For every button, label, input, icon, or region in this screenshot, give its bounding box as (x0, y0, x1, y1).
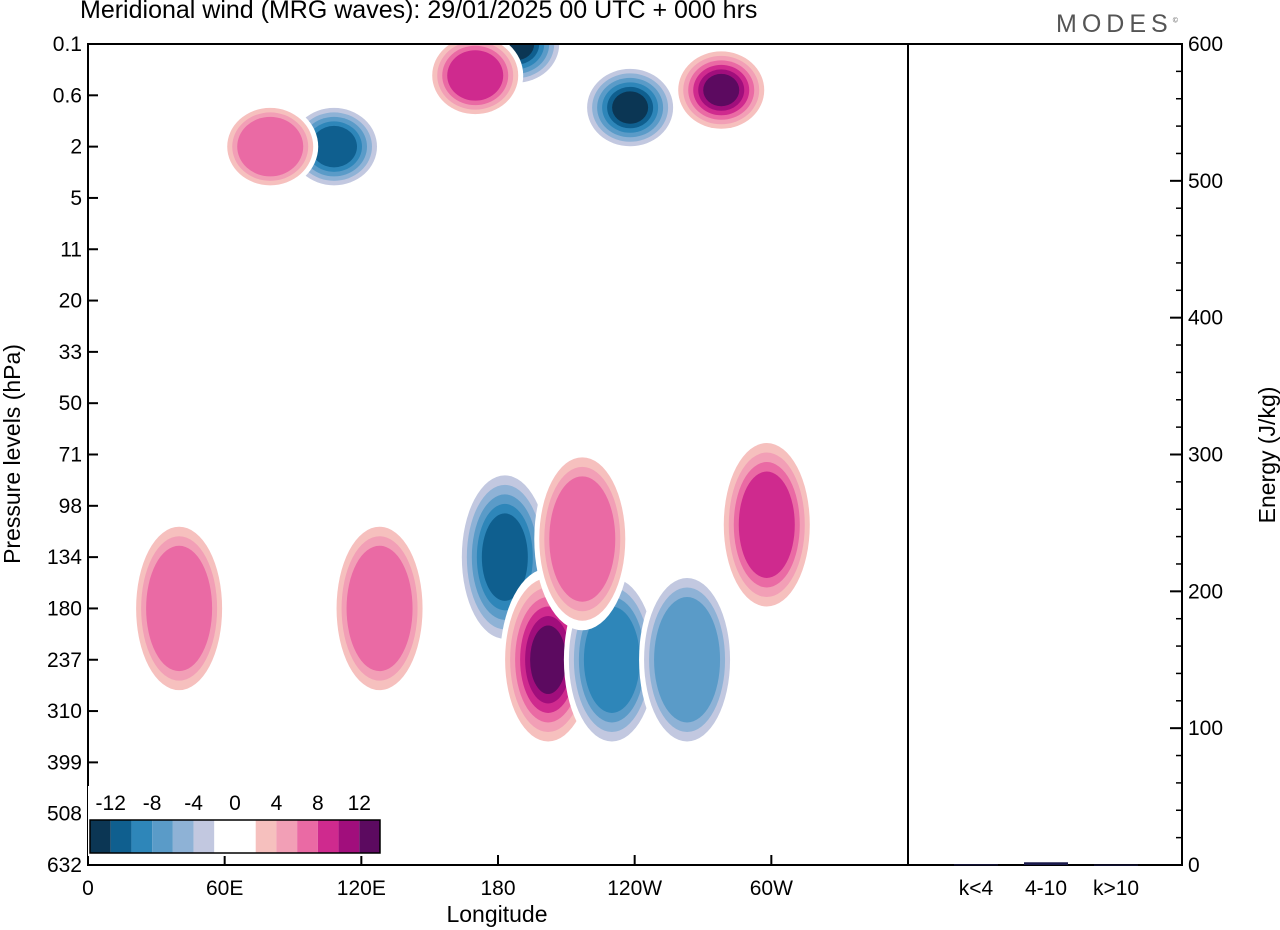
contour-field (131, 44, 815, 751)
y-tick-label: 310 (47, 700, 82, 723)
colorbar-label: -8 (143, 792, 162, 815)
y-tick-label: 2 (70, 136, 82, 159)
colorbar-label: 0 (229, 792, 241, 815)
x-tick-label: 60E (206, 877, 243, 900)
y-tick-label: 98 (59, 495, 82, 518)
colorbar-swatch (110, 820, 132, 853)
energy-bar (1024, 862, 1068, 865)
colorbar-swatch (193, 820, 215, 853)
bar-category-label: 4-10 (1025, 877, 1067, 900)
x-axis-title: Longitude (446, 901, 547, 927)
y-tick-label: 508 (47, 803, 82, 826)
logo-text: MODES (1056, 10, 1173, 38)
energy-tick-label: 0 (1188, 854, 1200, 877)
contour-blob (654, 597, 721, 723)
contour-blob (447, 50, 504, 101)
colorbar-label: 12 (348, 792, 371, 815)
x-tick-label: 60W (750, 877, 793, 900)
x-tick-label: 120E (337, 877, 386, 900)
colorbar-swatch (359, 820, 380, 853)
contour-blob (738, 471, 795, 578)
pressure-axis: 0.1 0.6 2 5 11 20 33 50 71 98 134 180 237 310 399 508 63… (47, 33, 98, 877)
y-tick-label: 632 (47, 854, 82, 877)
energy-tick-label: 600 (1188, 33, 1223, 56)
bar-panel-frame (907, 43, 1183, 866)
energy-tick-label: 100 (1188, 717, 1223, 740)
colorbar-swatch (131, 820, 153, 853)
contour-blob (583, 606, 640, 713)
x-tick-label: 180 (480, 877, 515, 900)
longitude-axis: 0 60E 120E 180 120W 60W (82, 855, 793, 900)
y-tick-label: 0.1 (53, 33, 82, 56)
contour-blob (311, 125, 357, 168)
colorbar-label: -4 (184, 792, 203, 815)
y-tick-label: 399 (47, 751, 82, 774)
colorbar: -12 -8 -4 0 4 8 12 (88, 786, 382, 856)
contour-blob (703, 73, 740, 107)
colorbar-swatch (276, 820, 298, 853)
bar-category-label: k>10 (1093, 877, 1139, 900)
energy-tick-label: 500 (1188, 170, 1223, 193)
energy-bars: k<4 4-10 k>10 (954, 862, 1139, 900)
right-axis-title: Energy (J/kg) (1254, 387, 1280, 524)
colorbar-swatch (255, 820, 277, 853)
colorbar-swatch (338, 820, 360, 853)
y-tick-label: 20 (59, 290, 82, 313)
energy-bar (1094, 864, 1138, 866)
contour-blob (612, 91, 649, 124)
y-tick-label: 0.6 (53, 84, 82, 107)
y-axis-title: Pressure levels (hPa) (0, 344, 25, 564)
x-tick-label: 0 (82, 877, 94, 900)
contour-blob (346, 545, 413, 672)
y-tick-label: 180 (47, 597, 82, 620)
y-tick-label: 11 (60, 238, 82, 261)
bar-category-label: k<4 (959, 877, 994, 900)
energy-bar (954, 864, 998, 866)
contour-blob (237, 116, 304, 177)
energy-axis: 0 100 200 300 400 500 600 (1170, 33, 1223, 877)
y-tick-label: 5 (70, 187, 82, 210)
colorbar-swatch (172, 820, 194, 853)
colorbar-swatch (317, 820, 339, 853)
y-tick-label: 50 (59, 392, 82, 415)
y-tick-label: 237 (47, 649, 82, 672)
energy-tick-label: 300 (1188, 444, 1223, 467)
modes-logo: MODES© (1056, 10, 1178, 38)
colorbar-label: 4 (271, 792, 283, 815)
colorbar-swatch (152, 820, 173, 853)
contour-blob (549, 476, 616, 602)
chart-title: Meridional wind (MRG waves): 29/01/2025 … (80, 0, 758, 24)
y-tick-label: 33 (59, 341, 82, 364)
colorbar-swatch (90, 820, 111, 853)
y-tick-label: 71 (59, 444, 82, 467)
y-tick-label: 134 (47, 546, 82, 569)
colorbar-swatch (214, 820, 235, 853)
energy-tick-label: 400 (1188, 307, 1223, 330)
contour-blob (530, 625, 567, 694)
contour-blob (481, 513, 528, 601)
contour-blob (146, 545, 213, 672)
energy-tick-label: 200 (1188, 580, 1223, 603)
colorbar-label: -12 (96, 792, 126, 815)
colorbar-swatch (297, 820, 318, 853)
colorbar-frame (89, 819, 381, 854)
x-tick-label: 120W (607, 877, 662, 900)
colorbar-label: 8 (312, 792, 324, 815)
colorbar-swatch (235, 820, 256, 853)
